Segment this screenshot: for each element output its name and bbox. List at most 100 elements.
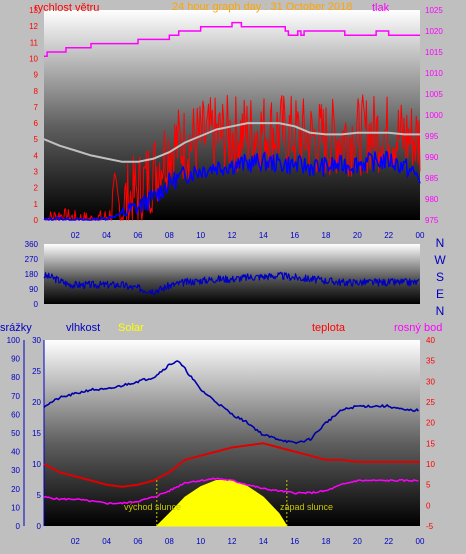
compass-label: N bbox=[436, 304, 445, 318]
avg-wind-line bbox=[43, 150, 421, 221]
humidity-line bbox=[43, 360, 420, 445]
wind-y-tick: 1 bbox=[34, 200, 39, 209]
temperature-axis-label: teplota bbox=[312, 322, 346, 334]
pressure-y-tick: 985 bbox=[425, 174, 439, 183]
rain-y-tick: 0 bbox=[16, 522, 21, 531]
wind-y-tick: 13 bbox=[29, 6, 38, 15]
temp-x-tick: 10 bbox=[196, 537, 205, 546]
compass-label: E bbox=[436, 287, 444, 301]
wind-y-tick: 2 bbox=[34, 184, 39, 193]
temp-x-tick: 14 bbox=[259, 537, 268, 546]
pressure-y-tick: 1005 bbox=[425, 90, 443, 99]
temp-x-tick: 00 bbox=[416, 537, 425, 546]
humidity-y-tick: 20 bbox=[32, 398, 41, 407]
rain-y-tick: 90 bbox=[11, 355, 20, 364]
wind-x-tick: 12 bbox=[228, 231, 237, 240]
pressure-line bbox=[44, 21, 420, 57]
wind-x-tick: 14 bbox=[259, 231, 268, 240]
rain-y-tick: 20 bbox=[11, 485, 20, 494]
sunrise-label: východ slunce bbox=[124, 502, 181, 512]
direction-y-tick: 360 bbox=[25, 240, 39, 249]
wind-y-tick: 4 bbox=[34, 151, 39, 160]
pressure-y-tick: 1010 bbox=[425, 69, 443, 78]
wind-y-tick: 12 bbox=[29, 22, 38, 31]
temperature-y-tick: 20 bbox=[426, 419, 435, 428]
rain-y-tick: 60 bbox=[11, 410, 20, 419]
rain-y-tick: 30 bbox=[11, 466, 20, 475]
temp-x-tick: 20 bbox=[353, 537, 362, 546]
pressure-y-tick: 1015 bbox=[425, 48, 443, 57]
temp-x-tick: 22 bbox=[384, 537, 393, 546]
temperature-y-tick: 15 bbox=[426, 439, 435, 448]
direction-y-tick: 0 bbox=[34, 300, 39, 309]
wind-y-tick: 3 bbox=[34, 168, 39, 177]
pressure-y-ticks: 975 980 985 990 995 1000 1005 1010 1015 1020 1025 bbox=[425, 6, 443, 225]
temperature-chart: srážky vlhkost Solar teplota rosný bod 0… bbox=[0, 322, 442, 546]
temp-x-tick: 04 bbox=[102, 537, 111, 546]
wind-x-tick: 16 bbox=[290, 231, 299, 240]
humidity-y-tick: 5 bbox=[37, 491, 42, 500]
direction-y-tick: 180 bbox=[25, 270, 39, 279]
wind-series bbox=[43, 21, 421, 221]
temperature-y-tick: -5 bbox=[426, 522, 434, 531]
wind-x-tick: 10 bbox=[196, 231, 205, 240]
temperature-y-tick: 0 bbox=[426, 501, 431, 510]
compass-label: S bbox=[436, 270, 444, 284]
direction-plot-area bbox=[44, 244, 420, 304]
pressure-y-tick: 975 bbox=[425, 216, 439, 225]
humidity-y-ticks: 0 5 10 15 20 25 30 bbox=[32, 336, 45, 531]
wind-plot-area bbox=[44, 10, 420, 220]
sunset-label: západ slunce bbox=[280, 502, 333, 512]
humidity-y-tick: 10 bbox=[32, 460, 41, 469]
humidity-axis-label: vlhkost bbox=[66, 322, 100, 334]
wind-y-tick: 10 bbox=[29, 54, 38, 63]
pressure-y-tick: 1020 bbox=[425, 27, 443, 36]
temperature-y-tick: 35 bbox=[426, 357, 435, 366]
rain-y-tick: 80 bbox=[11, 373, 20, 382]
temperature-y-tick: 5 bbox=[426, 481, 431, 490]
temp-x-tick: 06 bbox=[134, 537, 143, 546]
wind-y-tick: 8 bbox=[34, 87, 39, 96]
compass-label: W bbox=[434, 253, 446, 267]
direction-y-tick: 270 bbox=[25, 255, 39, 264]
rain-y-tick: 50 bbox=[11, 429, 20, 438]
dewpoint-line bbox=[43, 477, 419, 505]
wind-axis-label: rychlost větru bbox=[34, 2, 99, 14]
solar-axis-label: Solar bbox=[118, 322, 144, 334]
wind-y-tick: 0 bbox=[34, 216, 39, 225]
wind-y-tick: 9 bbox=[34, 71, 39, 80]
wind-x-tick: 20 bbox=[353, 231, 362, 240]
temp-x-ticks: 02 04 06 08 10 12 14 16 18 20 22 00 bbox=[71, 537, 425, 546]
wind-x-tick: 04 bbox=[102, 231, 111, 240]
wind-x-tick: 02 bbox=[71, 231, 80, 240]
wind-x-tick: 22 bbox=[384, 231, 393, 240]
wind-pressure-chart: rychlost větru 24 hour graph day : 31 Oc… bbox=[29, 1, 443, 240]
temp-x-tick: 18 bbox=[322, 537, 331, 546]
rain-y-tick: 100 bbox=[7, 336, 21, 345]
temp-x-tick: 02 bbox=[71, 537, 80, 546]
wind-x-tick: 06 bbox=[134, 231, 143, 240]
wind-y-tick: 7 bbox=[34, 103, 39, 112]
humidity-y-tick: 15 bbox=[32, 429, 41, 438]
compass-label: N bbox=[436, 236, 445, 250]
wind-x-tick: 08 bbox=[165, 231, 174, 240]
rain-axis-label: srážky bbox=[0, 322, 32, 334]
rain-y-tick: 70 bbox=[11, 392, 20, 401]
pressure-y-tick: 995 bbox=[425, 132, 439, 141]
avg-wind-light-line bbox=[43, 122, 420, 163]
temperature-y-tick: 40 bbox=[426, 336, 435, 345]
temperature-y-tick: 25 bbox=[426, 398, 435, 407]
humidity-y-tick: 30 bbox=[32, 336, 41, 345]
wind-y-tick: 6 bbox=[34, 119, 39, 128]
temperature-y-ticks: -5 0 5 10 15 20 25 30 35 40 bbox=[426, 336, 435, 531]
pressure-y-tick: 1000 bbox=[425, 111, 443, 120]
pressure-y-tick: 1025 bbox=[425, 6, 443, 15]
wind-x-tick: 18 bbox=[322, 231, 331, 240]
temp-x-tick: 12 bbox=[228, 537, 237, 546]
pressure-y-tick: 980 bbox=[425, 195, 439, 204]
humidity-y-tick: 0 bbox=[37, 522, 42, 531]
temp-x-tick: 16 bbox=[290, 537, 299, 546]
